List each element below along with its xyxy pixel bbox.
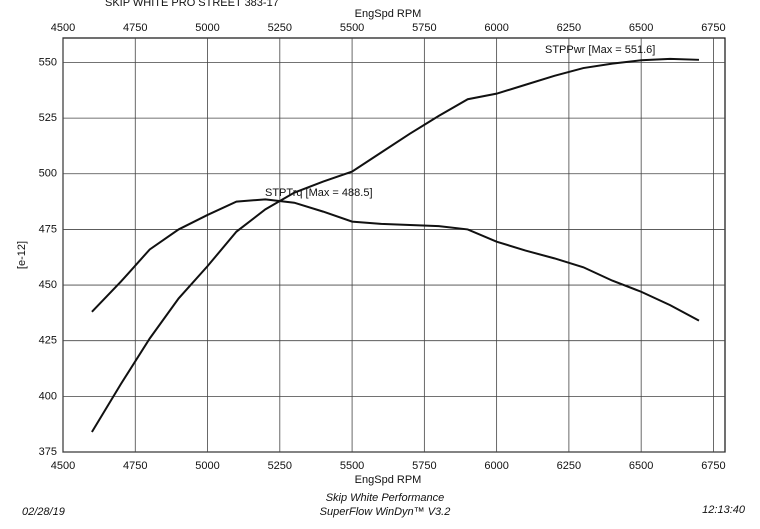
x-tick-label: 5250 <box>268 460 292 472</box>
x-axis-title-top: EngSpd RPM <box>355 8 422 20</box>
x-tick-label: 6250 <box>557 22 581 34</box>
x-tick-label: 5500 <box>340 22 364 34</box>
annotation: STPPwr [Max = 551.6] <box>545 44 655 56</box>
x-tick-label: 5750 <box>412 22 436 34</box>
x-tick-label: 5500 <box>340 460 364 472</box>
y-axis-title: [e-12] <box>16 241 28 269</box>
x-tick-label: 4750 <box>123 22 147 34</box>
x-tick-label: 6750 <box>701 460 725 472</box>
chart-title: SKIP WHITE PRO STREET 383-17 <box>105 0 279 9</box>
footer-date: 02/28/19 <box>22 506 65 518</box>
y-tick-label: 400 <box>39 390 57 402</box>
y-tick-label: 425 <box>39 335 57 347</box>
x-axis-title: EngSpd RPM <box>355 474 422 486</box>
x-tick-label: 4500 <box>51 460 75 472</box>
x-tick-label: 6750 <box>701 22 725 34</box>
series-line <box>91 57 700 433</box>
annotation: STPTrq [Max = 488.5] <box>265 187 373 199</box>
y-tick-label: 500 <box>39 168 57 180</box>
x-tick-label: 6500 <box>629 22 653 34</box>
x-tick-label: 4750 <box>123 460 147 472</box>
x-tick-label: 5250 <box>268 22 292 34</box>
x-tick-label: 6000 <box>484 22 508 34</box>
x-tick-label: 5000 <box>195 22 219 34</box>
x-tick-label: 5750 <box>412 460 436 472</box>
x-tick-label: 5000 <box>195 460 219 472</box>
x-tick-label: 6250 <box>557 460 581 472</box>
y-tick-label: 525 <box>39 112 57 124</box>
x-tick-label: 6500 <box>629 460 653 472</box>
series-line <box>91 198 700 322</box>
y-tick-label: 475 <box>39 223 57 235</box>
y-tick-label: 450 <box>39 279 57 291</box>
y-tick-label: 375 <box>39 446 57 458</box>
footer-time: 12:13:40 <box>702 504 746 516</box>
footer-software: SuperFlow WinDyn™ V3.2 <box>320 506 451 518</box>
footer-company: Skip White Performance <box>326 492 445 504</box>
y-tick-label: 550 <box>39 56 57 68</box>
plot-frame <box>62 37 726 453</box>
x-tick-label: 6000 <box>484 460 508 472</box>
x-tick-label: 4500 <box>51 22 75 34</box>
